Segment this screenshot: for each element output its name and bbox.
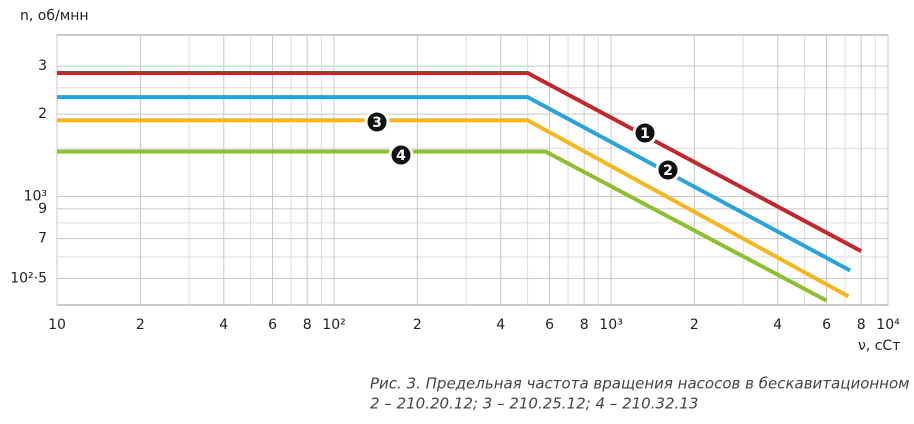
x-tick-label: 2 [690,317,699,333]
line-series [57,71,863,253]
line-series [57,149,828,303]
line-series [57,95,852,273]
series-label: 3 [372,115,382,131]
x-tick-label: 6 [268,317,277,333]
series-label: 1 [640,126,650,142]
plot-area [56,34,889,306]
y-tick-label: 3 [38,58,47,74]
x-tick-label: 2 [136,317,145,333]
x-tick-label: 8 [857,317,866,333]
y-tick-label: 10³ [24,188,47,204]
caption: Рис. 3. Предельная частота вращения насо… [370,375,914,393]
series-badge [632,120,658,146]
x-tick-label: 4 [773,317,782,333]
x-axis-label: ν, сСт [858,338,900,354]
series-badge [655,157,681,183]
y-tick-label: 10²·5 [10,271,47,287]
series-badge [364,109,390,135]
caption: 2 – 210.20.12; 3 – 210.25.12; 4 – 210.32… [370,395,698,413]
x-tick-label: 8 [303,317,312,333]
x-tick-label: 2 [413,317,422,333]
x-tick-label: 10⁴ [876,317,900,333]
series-label: 2 [663,163,673,179]
line-series [57,118,850,299]
x-tick-label: 8 [580,317,589,333]
x-tick-label: 10 [48,317,66,333]
y-tick-label: 2 [38,106,47,122]
series-label: 4 [396,148,406,164]
x-tick-label: 4 [219,317,228,333]
y-axis-label: n, об/мнн [20,8,89,24]
x-tick-label: 10² [322,317,345,333]
x-tick-label: 10³ [599,317,622,333]
series-badge [388,142,414,168]
y-tick-label: 9 [38,201,47,217]
x-tick-label: 6 [822,317,831,333]
y-tick-label: 7 [38,231,47,247]
x-tick-label: 6 [545,317,554,333]
x-tick-label: 4 [496,317,505,333]
